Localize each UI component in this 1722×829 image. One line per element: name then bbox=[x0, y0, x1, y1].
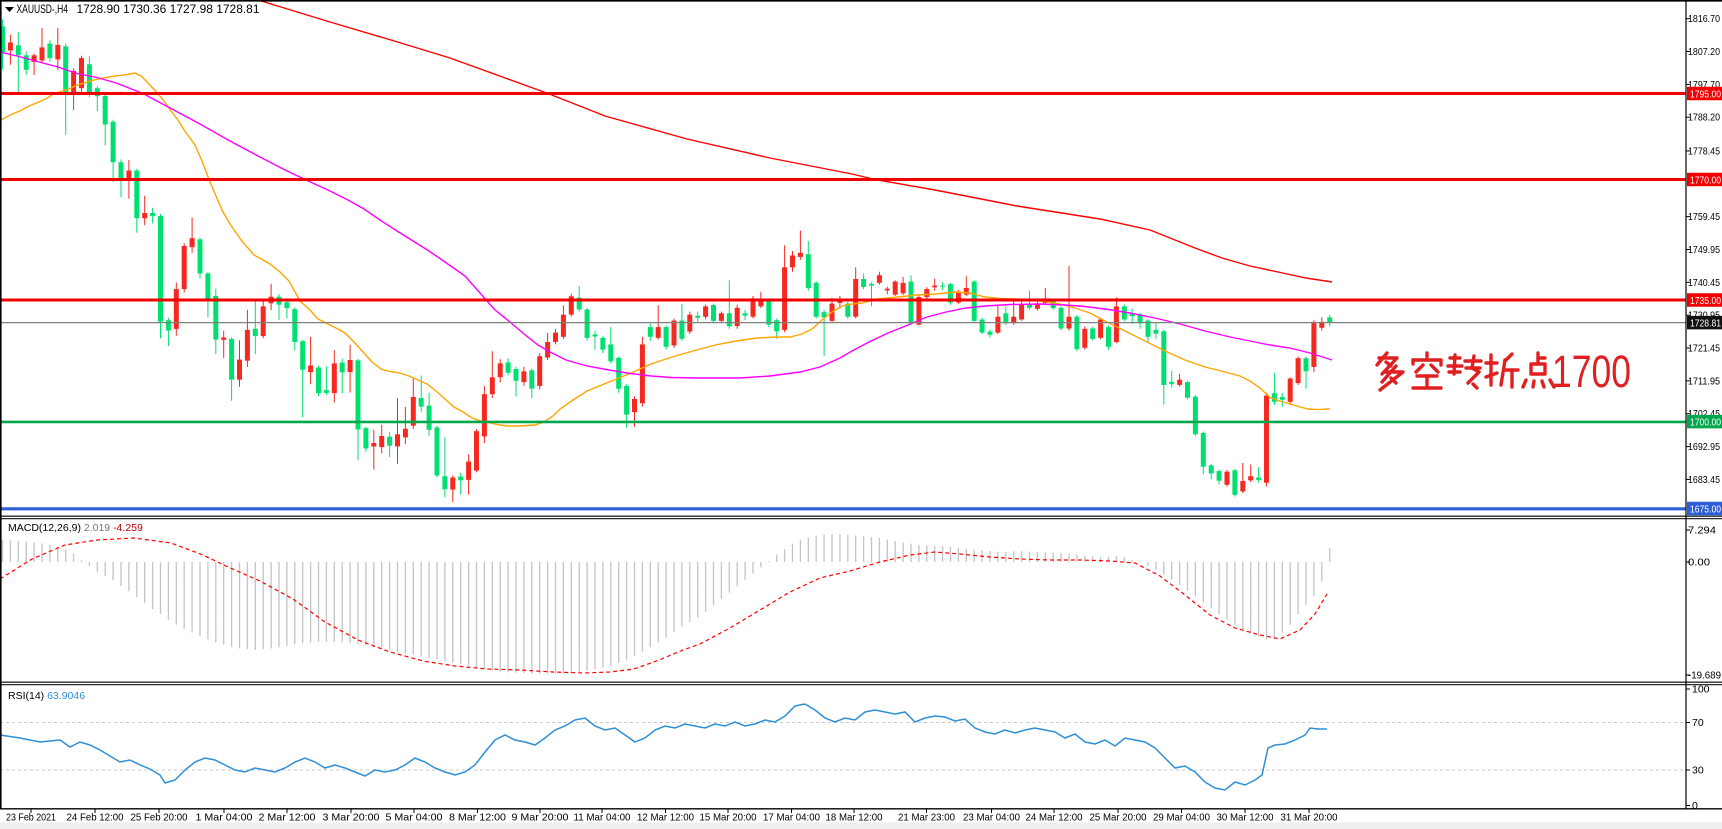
svg-text:24 Feb 12:00: 24 Feb 12:00 bbox=[67, 812, 124, 824]
svg-text:30: 30 bbox=[1692, 765, 1704, 777]
svg-text:70: 70 bbox=[1692, 717, 1704, 729]
svg-text:1788.20: 1788.20 bbox=[1688, 112, 1720, 124]
svg-text:18 Mar 12:00: 18 Mar 12:00 bbox=[826, 812, 883, 824]
svg-text:0: 0 bbox=[1692, 800, 1698, 812]
svg-text:7.294: 7.294 bbox=[1688, 525, 1716, 537]
svg-text:1683.45: 1683.45 bbox=[1688, 474, 1720, 486]
svg-text:RSI(14) 63.9046: RSI(14) 63.9046 bbox=[8, 690, 85, 702]
svg-text:29 Mar 04:00: 29 Mar 04:00 bbox=[1153, 812, 1210, 824]
svg-text:15 Mar 20:00: 15 Mar 20:00 bbox=[700, 812, 757, 824]
svg-text:24 Mar 12:00: 24 Mar 12:00 bbox=[1026, 812, 1083, 824]
svg-text:1740.45: 1740.45 bbox=[1688, 277, 1720, 289]
svg-text:30 Mar 12:00: 30 Mar 12:00 bbox=[1217, 812, 1274, 824]
svg-text:23 Mar 04:00: 23 Mar 04:00 bbox=[963, 812, 1020, 824]
svg-text:1700: 1700 bbox=[1552, 346, 1631, 397]
svg-text:1700.00: 1700.00 bbox=[1690, 416, 1721, 428]
svg-text:12 Mar 12:00: 12 Mar 12:00 bbox=[637, 812, 694, 824]
svg-text:1816.70: 1816.70 bbox=[1688, 13, 1720, 25]
svg-text:1728.90 1730.36 1727.98 1728.8: 1728.90 1730.36 1727.98 1728.81 bbox=[77, 2, 260, 16]
svg-text:25 Feb 20:00: 25 Feb 20:00 bbox=[131, 812, 188, 824]
svg-text:MACD(12,26,9) 2.019 -4.259: MACD(12,26,9) 2.019 -4.259 bbox=[8, 522, 143, 534]
svg-text:1749.95: 1749.95 bbox=[1688, 244, 1720, 256]
svg-text:31 Mar 20:00: 31 Mar 20:00 bbox=[1281, 812, 1338, 824]
svg-text:8 Mar 12:00: 8 Mar 12:00 bbox=[449, 812, 506, 824]
svg-text:XAUUSD-,H4: XAUUSD-,H4 bbox=[17, 2, 69, 16]
svg-text:9 Mar 20:00: 9 Mar 20:00 bbox=[512, 812, 569, 824]
svg-text:5 Mar 04:00: 5 Mar 04:00 bbox=[386, 812, 443, 824]
svg-text:23 Feb 2021: 23 Feb 2021 bbox=[6, 812, 56, 824]
svg-text:21 Mar 23:00: 21 Mar 23:00 bbox=[898, 812, 955, 824]
svg-text:1735.00: 1735.00 bbox=[1690, 295, 1721, 307]
svg-text:1692.95: 1692.95 bbox=[1688, 441, 1720, 453]
svg-text:17 Mar 04:00: 17 Mar 04:00 bbox=[763, 812, 820, 824]
svg-text:0.00: 0.00 bbox=[1688, 557, 1710, 569]
svg-text:1 Mar 04:00: 1 Mar 04:00 bbox=[196, 812, 253, 824]
svg-text:1807.20: 1807.20 bbox=[1688, 46, 1720, 58]
svg-text:1770.00: 1770.00 bbox=[1690, 174, 1721, 186]
svg-text:1721.45: 1721.45 bbox=[1688, 343, 1720, 355]
svg-text:1778.45: 1778.45 bbox=[1688, 145, 1720, 157]
svg-text:1675.00: 1675.00 bbox=[1690, 503, 1721, 515]
svg-text:2 Mar 12:00: 2 Mar 12:00 bbox=[259, 812, 316, 824]
svg-text:25 Mar 20:00: 25 Mar 20:00 bbox=[1090, 812, 1147, 824]
svg-text:11 Mar 04:00: 11 Mar 04:00 bbox=[574, 812, 631, 824]
svg-text:1795.00: 1795.00 bbox=[1690, 88, 1721, 100]
svg-text:3 Mar 20:00: 3 Mar 20:00 bbox=[323, 812, 380, 824]
svg-text:1759.45: 1759.45 bbox=[1688, 211, 1720, 223]
svg-text:-19.689: -19.689 bbox=[1688, 670, 1721, 682]
svg-text:1711.95: 1711.95 bbox=[1688, 375, 1720, 387]
svg-text:100: 100 bbox=[1692, 684, 1710, 696]
svg-text:1728.81: 1728.81 bbox=[1690, 317, 1721, 329]
